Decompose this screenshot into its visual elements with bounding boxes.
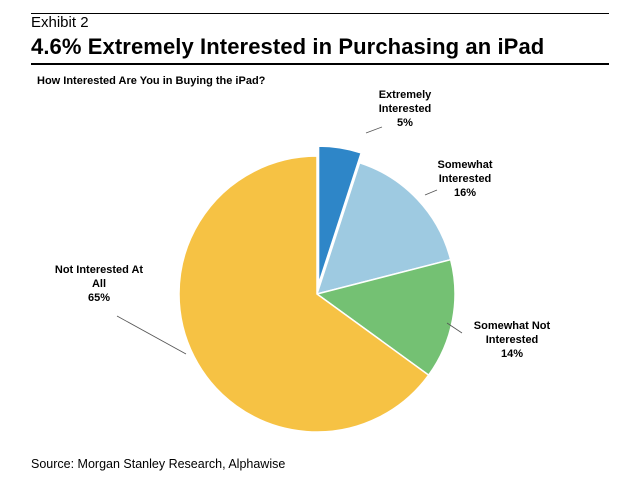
slice-value-label-0: 5% [397, 117, 413, 129]
title-rule [31, 63, 609, 65]
leader-line-1 [424, 189, 438, 196]
slice-label-0: Extremely [379, 89, 432, 101]
slice-label-3: All [92, 278, 106, 290]
slice-value-label-2: 14% [501, 348, 523, 360]
leader-line-3 [116, 315, 187, 355]
pie-slice-2 [315, 258, 456, 377]
slice-label-3: Not Interested At [55, 264, 144, 276]
pie-slice-1 [315, 161, 452, 296]
slice-label-1: Somewhat [437, 159, 492, 171]
leader-line-0 [365, 126, 383, 134]
source-note: Source: Morgan Stanley Research, Alphawi… [31, 457, 286, 471]
slice-label-1: Interested [439, 173, 492, 185]
leader-line-2 [446, 322, 463, 334]
pie-slice-3 [178, 155, 430, 433]
top-rule [31, 13, 609, 14]
slice-value-label-3: 65% [88, 292, 110, 304]
slice-label-0: Interested [379, 103, 432, 115]
exhibit-label: Exhibit 2 [31, 14, 89, 31]
pie-slice-0 [317, 145, 363, 285]
page-title: 4.6% Extremely Interested in Purchasing … [31, 34, 545, 59]
slice-label-2: Interested [486, 334, 539, 346]
slice-label-2: Somewhat Not [474, 320, 551, 332]
chart-title: How Interested Are You in Buying the iPa… [37, 75, 266, 87]
slice-value-label-1: 16% [454, 187, 476, 199]
